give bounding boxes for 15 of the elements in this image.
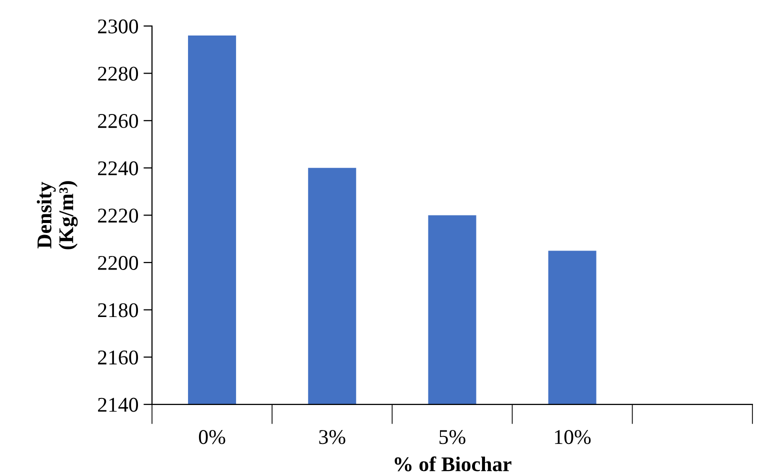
y-tick-label: 2160	[98, 350, 138, 365]
y-tick-label: 2240	[98, 161, 138, 176]
x-axis-title: % of Biochar	[394, 456, 512, 472]
x-tick-label: 3%	[319, 430, 346, 444]
y-tick-label: 2140	[98, 398, 138, 412]
y-tick-label: 2220	[98, 208, 138, 223]
y-axis-title: Density (Kg/m³)	[36, 181, 78, 250]
y-tick-label: 2200	[98, 256, 138, 270]
x-tick-label: 0%	[198, 430, 226, 444]
y-tick-label: 2280	[98, 66, 138, 81]
x-tick-label: 10%	[555, 430, 591, 444]
y-tick-label: 2180	[98, 303, 138, 318]
y-tick-label: 2260	[98, 114, 138, 128]
x-tick-label: 5%	[440, 430, 466, 444]
y-tick-label: 2300	[98, 19, 138, 34]
